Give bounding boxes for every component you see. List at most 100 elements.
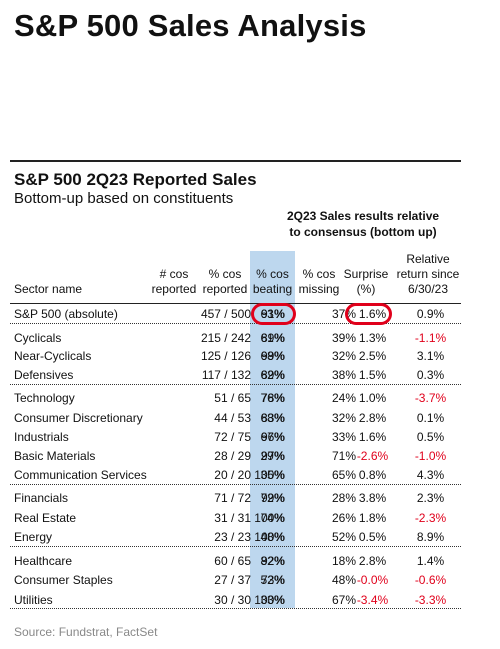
- cell-name: Basic Materials: [14, 449, 96, 463]
- table-row: Financials 71 / 72 99% 72% 28% 3.8% 2.3%: [10, 488, 461, 508]
- cell-relative: -3.7%: [414, 391, 447, 405]
- cell-name: Consumer Staples: [14, 573, 113, 587]
- cell-pct-reported: 100%: [254, 530, 285, 544]
- cell-missing: 32%: [331, 411, 356, 425]
- cell-reported: 125 / 126: [200, 349, 251, 363]
- group-header: 2Q23 Sales results relative to consensus…: [268, 208, 458, 240]
- table-row: Consumer Discretionary 44 / 53 83% 68% 32% 2.…: [10, 408, 461, 428]
- cell-missing: 67%: [331, 593, 356, 607]
- cell-missing: 71%: [331, 449, 356, 463]
- cell-beating: 29%: [260, 449, 285, 463]
- source-note: Source: Fundstrat, FactSet: [14, 625, 158, 639]
- group-header-line-2: to consensus (bottom up): [289, 225, 437, 239]
- cell-name: Financials: [14, 491, 69, 505]
- cell-reported: 71 / 72: [214, 491, 251, 505]
- cell-relative: 8.9%: [416, 530, 445, 544]
- cell-pct-reported: 97%: [260, 449, 285, 463]
- cell-relative: -0.6%: [414, 573, 447, 587]
- cell-reported: 60 / 65: [214, 554, 251, 568]
- cell-name: Industrials: [14, 430, 69, 444]
- cell-beating: 72%: [260, 491, 285, 505]
- cell-beating: 82%: [260, 554, 285, 568]
- cell-pct-reported: 99%: [260, 349, 285, 363]
- cell-beating: 61%: [260, 331, 285, 345]
- column-header-line: 6/30/23: [407, 282, 449, 296]
- group-separator: [10, 384, 461, 385]
- column-header-sector: Sector name: [14, 252, 134, 297]
- column-header-line: return since: [396, 267, 460, 281]
- group-separator: [10, 546, 461, 547]
- cell-beating: 68%: [260, 411, 285, 425]
- cell-pct-reported: 96%: [260, 430, 285, 444]
- cell-surprise: 1.5%: [358, 368, 387, 382]
- cell-beating: 33%: [260, 593, 285, 607]
- column-header-line: reported: [151, 282, 197, 296]
- group-separator: [10, 484, 461, 485]
- cell-pct-reported: 99%: [260, 491, 285, 505]
- cell-relative: 4.3%: [416, 468, 445, 482]
- cell-pct-reported: 83%: [260, 411, 285, 425]
- column-header-missing: % cos missing: [297, 252, 341, 297]
- cell-surprise: 1.6%: [358, 430, 387, 444]
- column-header-line: missing: [298, 282, 340, 296]
- cell-missing: 18%: [331, 554, 356, 568]
- cell-pct-reported: 91%: [260, 307, 285, 321]
- column-header-beating: % cos beating: [250, 252, 295, 297]
- cell-relative: -1.1%: [414, 331, 447, 345]
- cell-pct-reported: 92%: [260, 554, 285, 568]
- cell-relative: -3.3%: [414, 593, 447, 607]
- cell-pct-reported: 73%: [260, 573, 285, 587]
- cell-name: Communication Services: [14, 468, 147, 482]
- cell-reported: 215 / 242: [200, 331, 251, 345]
- column-header-line: % cos: [256, 267, 289, 281]
- cell-missing: 32%: [331, 349, 356, 363]
- cell-name: Defensives: [14, 368, 74, 382]
- cell-reported: 20 / 20: [214, 468, 251, 482]
- cell-missing: 65%: [331, 468, 356, 482]
- table-row: Cyclicals 215 / 242 89% 61% 39% 1.3% -1.1%: [10, 328, 461, 348]
- cell-surprise: -3.4%: [356, 593, 389, 607]
- cell-surprise: 1.8%: [358, 511, 387, 525]
- cell-beating: 67%: [260, 430, 285, 444]
- cell-reported: 72 / 75: [214, 430, 251, 444]
- beating-callout-circle: [251, 303, 296, 325]
- column-header-line: Relative: [406, 252, 450, 266]
- group-separator: [10, 323, 461, 324]
- cell-surprise: 2.5%: [358, 349, 387, 363]
- cell-missing: 28%: [331, 491, 356, 505]
- cell-missing: 38%: [331, 368, 356, 382]
- column-header-line: beating: [252, 282, 293, 296]
- table-row: Real Estate 31 / 31 100% 74% 26% 1.8% -2.3%: [10, 508, 461, 528]
- table-row: Utilities 30 / 30 100% 33% 67% -3.4% -3.3%: [10, 590, 461, 610]
- table-row: Industrials 72 / 75 96% 67% 33% 1.6% 0.5%: [10, 427, 461, 447]
- cell-relative: 0.5%: [416, 430, 445, 444]
- cell-missing: 52%: [331, 530, 356, 544]
- cell-surprise: 0.8%: [358, 468, 387, 482]
- cell-name: Consumer Discretionary: [14, 411, 143, 425]
- column-header-line: [146, 252, 202, 267]
- cell-surprise: 1.6%: [358, 307, 387, 321]
- table-row: Consumer Staples 27 / 37 73% 52% 48% -0.0% -0.…: [10, 570, 461, 590]
- column-header-line: (%): [356, 282, 376, 296]
- cell-missing: 26%: [331, 511, 356, 525]
- cell-relative: 0.3%: [416, 368, 445, 382]
- cell-relative: -1.0%: [414, 449, 447, 463]
- cell-name: Energy: [14, 530, 53, 544]
- cell-beating: 62%: [260, 368, 285, 382]
- column-header-line: % cos: [302, 267, 336, 281]
- column-header-line: [342, 252, 390, 267]
- group-separator: [10, 608, 461, 609]
- cell-surprise: 3.8%: [358, 491, 387, 505]
- cell-beating: 48%: [260, 530, 285, 544]
- cell-relative: 0.9%: [416, 307, 445, 321]
- table-row: Technology 51 / 65 78% 76% 24% 1.0% -3.7%: [10, 388, 461, 408]
- cell-reported: 28 / 29: [214, 449, 251, 463]
- cell-name: Near-Cyclicals: [14, 349, 92, 363]
- cell-reported: 30 / 30: [214, 593, 251, 607]
- column-header-line: [297, 252, 341, 267]
- column-header-line: [201, 252, 249, 267]
- cell-reported: 117 / 132: [201, 368, 251, 382]
- cell-missing: 39%: [331, 331, 356, 345]
- cell-pct-reported: 89%: [260, 331, 285, 345]
- cell-relative: 1.4%: [416, 554, 445, 568]
